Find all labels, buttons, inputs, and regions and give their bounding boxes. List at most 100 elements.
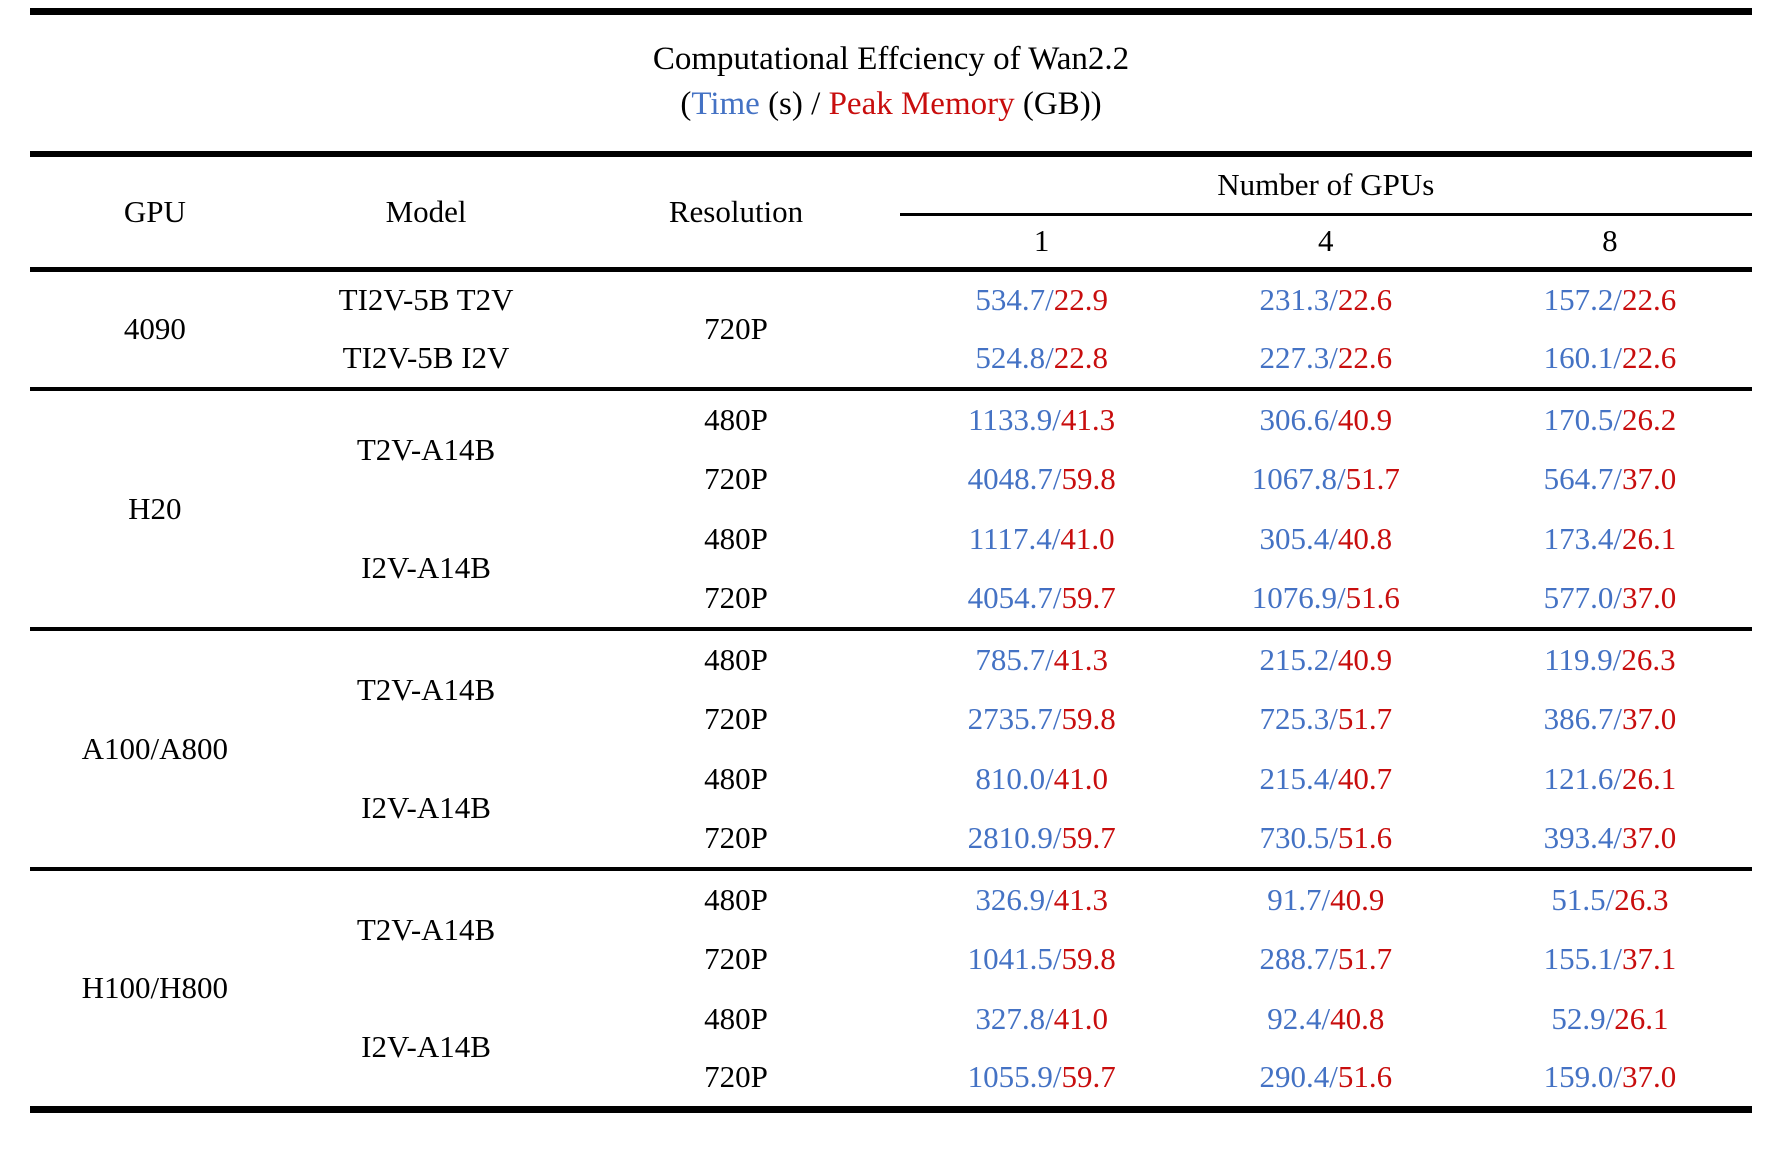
resolution-cell: 480P (572, 867, 900, 929)
figure-subtitle: (Time (s) / Peak Memory (GB)) (30, 82, 1752, 127)
subtitle-middle: (s) / (759, 86, 829, 122)
memory-value: 26.1 (1621, 761, 1677, 796)
table-body: 4090 TI2V-5B T2V 720P 534.7/22.9 231.3/22.6 1… (30, 267, 1752, 1109)
memory-value: 40.8 (1330, 1001, 1385, 1036)
memory-value: 59.8 (1061, 701, 1116, 736)
time-value: 810.0/ (975, 761, 1054, 796)
model-cell: T2V-A14B (279, 627, 573, 749)
resolution-cell: 480P (572, 387, 900, 449)
header-row-counts: 1 4 8 (30, 214, 1752, 269)
value-cell: 1117.4/41.0 (900, 509, 1184, 569)
value-cell: 227.3/22.6 (1184, 329, 1468, 389)
value-cell: 51.5/26.3 (1467, 867, 1752, 929)
memory-value: 40.9 (1337, 642, 1393, 677)
time-value: 534.7/ (975, 282, 1054, 318)
time-value: 159.0/ (1543, 1059, 1622, 1095)
memory-value: 37.0 (1621, 701, 1677, 736)
time-value: 157.2/ (1543, 282, 1622, 318)
memory-value: 59.7 (1061, 580, 1116, 615)
resolution-cell: 480P (704, 761, 768, 796)
time-value: 4048.7/ (967, 461, 1062, 496)
resolution-cell: 720P (704, 461, 768, 496)
time-value: 393.4/ (1543, 820, 1622, 855)
memory-value: 51.7 (1345, 461, 1400, 496)
time-value: 725.3/ (1259, 701, 1338, 736)
table-row: H100/H800 T2V-A14B 480P 326.9/41.3 91.7/40.9… (30, 867, 1752, 1109)
time-value: 2735.7/ (967, 701, 1062, 736)
resolution-cell: 720P (704, 941, 768, 976)
time-value: 326.9/ (975, 882, 1054, 917)
value-cell: 157.2/22.6 (1467, 267, 1752, 329)
value-cell: 305.4/40.8 (1184, 509, 1468, 569)
memory-value: 51.6 (1345, 580, 1400, 615)
value-cell: 231.3/22.6 (1183, 267, 1468, 329)
memory-value: 59.7 (1061, 1059, 1116, 1095)
memory-value: 26.1 (1621, 521, 1677, 556)
value-cell: 52.9/26.1 (1468, 989, 1752, 1049)
table-row: 720P 4054.7/59.7 1076.9/51.6 577.0/37.0 (30, 569, 1752, 629)
memory-value: 41.0 (1053, 761, 1108, 796)
value-cell: 524.8/22.8 (900, 329, 1184, 389)
time-value: 288.7/ (1259, 941, 1338, 976)
table-row: TI2V-5B I2V 524.8/22.8 227.3/22.6 160.1/22.… (30, 329, 1752, 389)
table-row: 720P 2735.7/59.8 725.3/51.7 386.7/37.0 (30, 689, 1752, 749)
value-cell: 91.7/40.9 (1183, 867, 1468, 929)
top-rule (30, 8, 1752, 15)
time-value: 577.0/ (1543, 580, 1622, 615)
time-value: 524.8/ (975, 340, 1054, 375)
time-value: 215.2/ (1259, 642, 1338, 677)
value-cell: 290.4/51.6 (1184, 1049, 1468, 1109)
table-header: GPU Model Resolution Number of GPUs 1 4 … (30, 154, 1752, 269)
model-cell: TI2V-5B I2V (342, 340, 510, 375)
value-cell: 4048.7/59.8 (900, 449, 1184, 509)
memory-value: 40.9 (1337, 402, 1393, 437)
time-value: 2810.9/ (967, 820, 1062, 855)
time-value: 730.5/ (1259, 820, 1338, 855)
memory-value: 37.1 (1621, 941, 1677, 976)
efficiency-table: GPU Model Resolution Number of GPUs 1 4 … (30, 151, 1752, 1113)
value-cell: 564.7/37.0 (1468, 449, 1752, 509)
col-header-count-1: 1 (1033, 223, 1050, 258)
memory-value: 26.2 (1621, 402, 1677, 437)
gpu-cell: H20 (30, 387, 280, 629)
table-row: 720P 1055.9/59.7 290.4/51.6 159.0/37.0 (30, 1049, 1752, 1109)
resolution-cell: 480P (572, 627, 900, 689)
memory-value: 26.3 (1614, 882, 1669, 917)
memory-value: 41.3 (1060, 402, 1116, 437)
value-cell: 288.7/51.7 (1184, 929, 1468, 989)
table-row: I2V-A14B 480P 327.8/41.0 92.4/40.8 52.9/26.1 (30, 989, 1752, 1064)
memory-value: 22.6 (1337, 282, 1393, 318)
value-cell: 2735.7/59.8 (900, 689, 1184, 749)
value-cell: 4054.7/59.7 (900, 569, 1184, 629)
figure-title-block: Computational Effciency of Wan2.2 (Time … (30, 15, 1752, 151)
subtitle-suffix: (GB)) (1014, 86, 1102, 122)
time-value: 52.9/ (1551, 1001, 1615, 1036)
value-cell: 725.3/51.7 (1184, 689, 1468, 749)
time-value: 91.7/ (1267, 882, 1331, 917)
time-value: 4054.7/ (967, 580, 1062, 615)
model-cell: TI2V-5B T2V (279, 267, 573, 329)
memory-value: 51.6 (1337, 820, 1393, 855)
value-cell: 1067.8/51.7 (1184, 449, 1468, 509)
value-cell: 386.7/37.0 (1468, 689, 1752, 749)
time-value: 160.1/ (1543, 340, 1622, 375)
value-cell: 785.7/41.3 (899, 627, 1184, 689)
value-cell: 1133.9/41.3 (899, 387, 1184, 449)
value-cell: 2810.9/59.7 (900, 809, 1184, 869)
resolution-cell: 720P (704, 580, 768, 615)
memory-value: 37.0 (1621, 461, 1677, 496)
memory-value: 22.6 (1621, 282, 1677, 318)
memory-value: 22.6 (1337, 340, 1393, 375)
memory-value: 40.8 (1337, 521, 1393, 556)
resolution-cell: 720P (572, 267, 900, 389)
time-value: 290.4/ (1259, 1059, 1338, 1095)
col-header-count-4: 4 (1318, 223, 1334, 258)
value-cell: 810.0/41.0 (900, 749, 1184, 809)
memory-value: 22.6 (1621, 340, 1677, 375)
table-figure: Computational Effciency of Wan2.2 (Time … (30, 8, 1752, 1113)
memory-value: 51.6 (1337, 1059, 1393, 1095)
time-value: 119.9/ (1544, 642, 1622, 677)
col-header-model: Model (385, 193, 467, 229)
resolution-cell: 480P (704, 1001, 768, 1036)
model-cell: T2V-A14B (279, 387, 573, 509)
